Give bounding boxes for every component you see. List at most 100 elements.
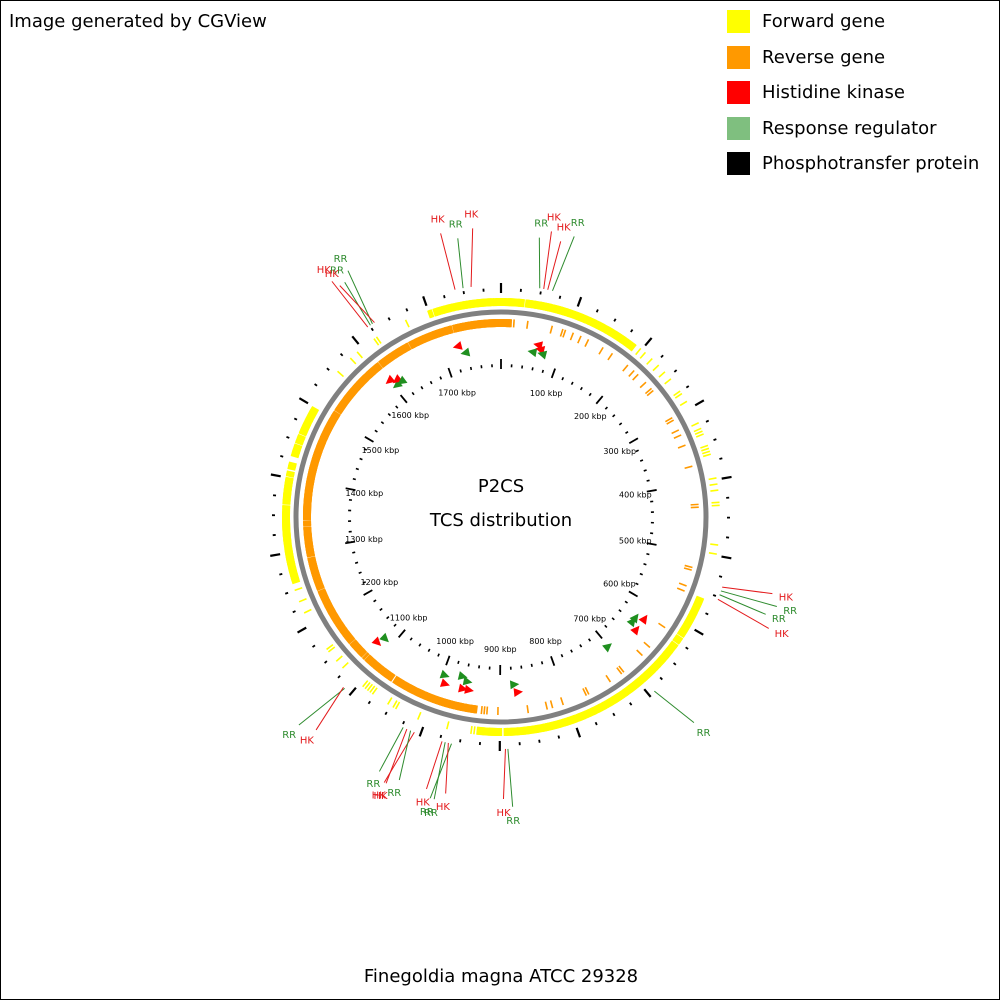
reverse-gene <box>440 327 446 337</box>
outer-major-tick <box>576 296 583 307</box>
kbp-tick-label: 300 kbp <box>603 447 636 456</box>
forward-gene <box>514 298 518 307</box>
reverse-gene <box>526 320 529 329</box>
forward-gene <box>690 607 699 614</box>
callout-line <box>315 687 344 731</box>
rr-callout-label: RR <box>783 606 797 617</box>
legend-label: Phosphotransfer protein <box>762 153 980 174</box>
organism-name: Finegoldia magna ATCC 29328 <box>363 966 639 987</box>
inner-minor-tick <box>387 413 391 417</box>
outer-major-tick <box>351 335 360 345</box>
hk-marker <box>385 374 396 384</box>
reverse-gene <box>341 629 350 637</box>
outer-minor-tick <box>337 675 341 679</box>
forward-gene <box>592 319 598 328</box>
forward-gene <box>674 392 683 399</box>
reverse-gene <box>350 386 359 394</box>
reverse-gene <box>646 389 654 397</box>
outer-major-tick <box>643 688 652 698</box>
kbp-tick-label: 800 kbp <box>529 637 562 646</box>
reverse-gene <box>363 372 371 381</box>
legend-swatch <box>727 116 750 140</box>
reverse-gene <box>397 346 404 355</box>
reverse-gene <box>376 361 383 370</box>
reverse-gene <box>616 667 623 675</box>
reverse-gene <box>439 328 444 337</box>
forward-gene <box>549 303 554 313</box>
forward-gene <box>373 338 380 346</box>
inner-minor-tick <box>588 638 592 642</box>
rr-callout-label: RR <box>534 219 548 230</box>
rr-callout-label: RR <box>506 816 520 827</box>
reverse-gene <box>368 658 376 666</box>
forward-gene <box>646 358 653 365</box>
outer-minor-tick <box>324 660 328 664</box>
legend-item: Histidine kinase <box>727 80 979 116</box>
inner-minor-tick <box>579 386 583 391</box>
kbp-tick-label: 100 kbp <box>530 389 563 398</box>
kbp-tick-label: 400 kbp <box>619 490 652 499</box>
reverse-gene <box>598 346 604 355</box>
inner-minor-tick <box>373 599 377 603</box>
inner-minor-tick <box>588 392 592 397</box>
forward-gene <box>310 407 319 414</box>
forward-gene <box>442 305 448 314</box>
reverse-gene <box>401 681 408 690</box>
inner-minor-tick <box>352 551 356 554</box>
reverse-gene <box>364 654 372 662</box>
outer-major-tick <box>721 475 732 480</box>
outer-minor-tick <box>367 700 371 705</box>
forward-gene <box>283 543 292 547</box>
reverse-gene <box>569 332 575 341</box>
inner-minor-tick <box>530 663 533 667</box>
reverse-gene <box>425 332 431 342</box>
forward-gene <box>603 700 610 709</box>
outer-minor-tick <box>326 367 330 371</box>
forward-gene <box>653 661 661 669</box>
callout-line <box>385 728 408 784</box>
hk-callout-label: HK <box>775 629 790 640</box>
forward-gene <box>672 638 681 645</box>
reverse-gene <box>467 704 471 713</box>
forward-gene <box>650 664 658 672</box>
forward-gene <box>688 611 698 617</box>
forward-gene <box>287 565 297 570</box>
kbp-tick-label: 1700 kbp <box>438 389 476 398</box>
reverse-gene <box>549 325 554 334</box>
outer-minor-tick <box>659 676 663 681</box>
legend-swatch <box>727 45 750 69</box>
reverse-gene <box>422 691 428 700</box>
forward-gene <box>630 344 637 352</box>
rr-callout-label: RR <box>330 266 344 277</box>
reverse-gene-track <box>302 318 699 715</box>
reverse-gene <box>323 601 332 607</box>
legend-label: Reverse gene <box>762 46 886 68</box>
forward-gene <box>639 351 647 359</box>
rr-callout-label: RR <box>334 254 348 265</box>
legend-item: Forward gene <box>727 9 979 45</box>
outer-minor-tick <box>312 644 316 648</box>
outer-minor-tick <box>673 369 678 373</box>
inner-minor-tick <box>469 366 473 371</box>
inner-minor-tick <box>355 467 359 471</box>
outer-minor-tick <box>439 734 443 739</box>
inner-major-tick <box>445 655 451 666</box>
rr-marker <box>379 632 389 643</box>
forward-gene <box>673 390 681 397</box>
forward-gene <box>289 572 298 577</box>
outer-major-tick <box>422 295 428 307</box>
rr-marker <box>457 671 468 680</box>
inner-minor-tick <box>625 430 629 434</box>
inner-major-tick <box>646 542 657 546</box>
hk-callout-label: HK <box>547 213 562 224</box>
forward-gene <box>521 299 526 308</box>
inner-minor-tick <box>358 571 362 575</box>
outer-minor-tick <box>284 591 289 595</box>
forward-gene <box>476 726 480 735</box>
outer-major-tick <box>270 473 281 478</box>
forward-gene <box>709 483 718 487</box>
forward-gene <box>356 351 363 359</box>
reverse-gene <box>584 686 590 695</box>
forward-gene <box>668 644 676 651</box>
reverse-gene <box>303 530 312 534</box>
